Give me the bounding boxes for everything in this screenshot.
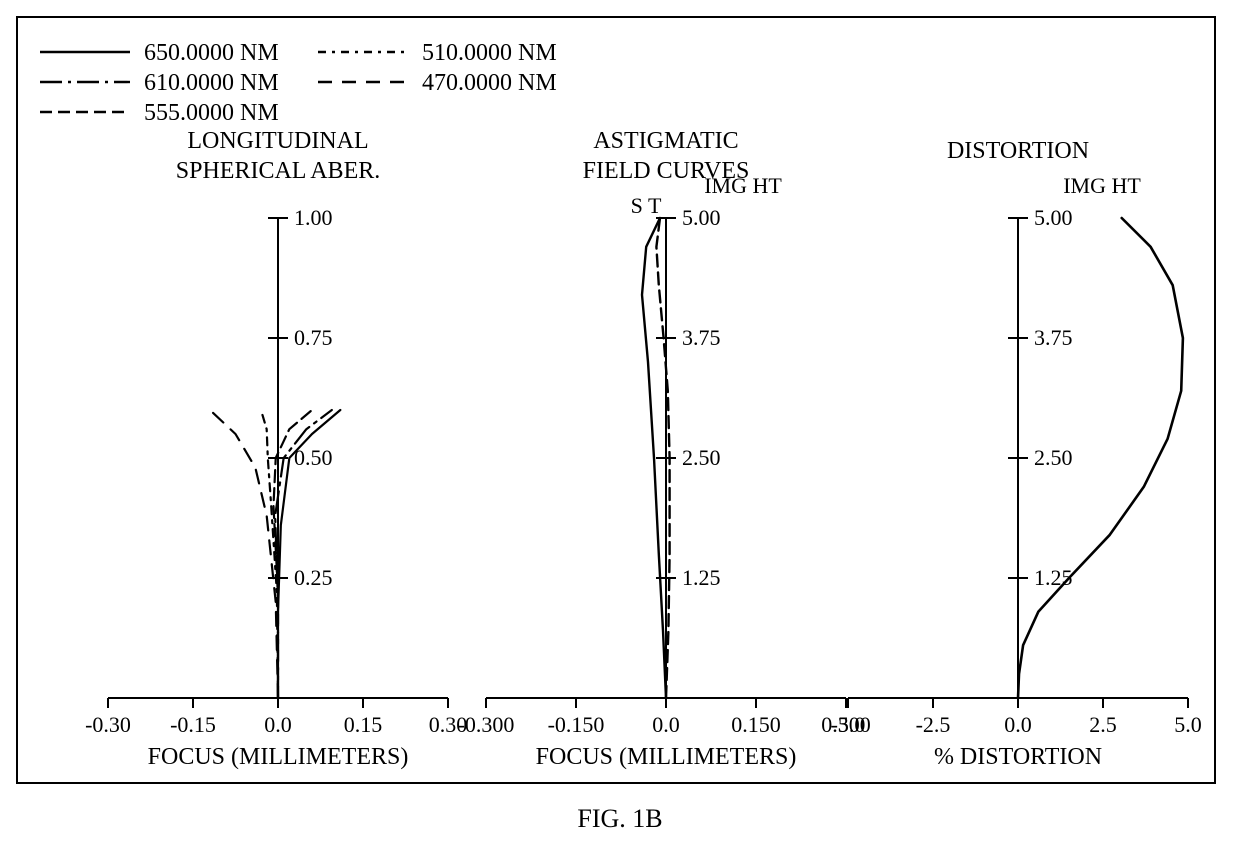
legend-label: 470.0000 NM <box>422 70 557 96</box>
ast-ytick-label: 2.50 <box>682 445 721 470</box>
dist-xtick-label: 0.0 <box>1004 712 1032 737</box>
page: 650.0000 NM 610.0000 NM 555.0000 NM 510.000… <box>0 0 1240 861</box>
lsa-x-label: FOCUS (MILLIMETERS) <box>148 744 409 770</box>
ast-x-label: FOCUS (MILLIMETERS) <box>536 744 797 770</box>
ast-ytick-label: 3.75 <box>682 325 721 350</box>
lsa-title: SPHERICAL ABER. <box>176 158 380 184</box>
ast-xtick-label: -0.300 <box>458 712 515 737</box>
ast-ytick-label: 5.00 <box>682 205 721 230</box>
legend-label: 510.0000 NM <box>422 40 557 66</box>
dist-imght-label: IMG HT <box>1063 173 1141 198</box>
lsa-title: LONGITUDINAL <box>187 128 368 154</box>
ast-title: ASTIGMATIC <box>593 128 738 154</box>
dist-title: DISTORTION <box>947 138 1089 164</box>
dist-xtick-label: -2.5 <box>916 712 951 737</box>
dist-ytick-label: 2.50 <box>1034 445 1073 470</box>
figure-frame: 650.0000 NM 610.0000 NM 555.0000 NM 510.000… <box>16 16 1216 784</box>
dist-ytick-label: 1.25 <box>1034 565 1073 590</box>
dist-xtick-label: -5.0 <box>831 712 866 737</box>
lsa-xtick-label: 0.15 <box>344 712 383 737</box>
lsa-ytick-label: 0.25 <box>294 565 333 590</box>
lsa-xtick-label: -0.15 <box>170 712 216 737</box>
lsa-series <box>261 410 278 698</box>
ast-xtick-label: 0.0 <box>652 712 680 737</box>
lsa-ytick-label: 1.00 <box>294 205 333 230</box>
ast-imght-label: IMG HT <box>704 173 782 198</box>
figure-svg: 650.0000 NM 610.0000 NM 555.0000 NM 510.000… <box>18 18 1214 782</box>
dist-ytick-label: 5.00 <box>1034 205 1073 230</box>
lsa-xtick-label: -0.30 <box>85 712 131 737</box>
legend-label: 650.0000 NM <box>144 40 279 66</box>
dist-x-label: % DISTORTION <box>934 744 1102 770</box>
lsa-ytick-label: 0.75 <box>294 325 333 350</box>
lsa-xtick-label: 0.0 <box>264 712 292 737</box>
dist-xtick-label: 2.5 <box>1089 712 1117 737</box>
legend-label: 555.0000 NM <box>144 100 279 126</box>
lsa-ytick-label: 0.50 <box>294 445 333 470</box>
dist-ytick-label: 3.75 <box>1034 325 1073 350</box>
dist-xtick-label: 5.0 <box>1174 712 1202 737</box>
figure-caption: FIG. 1B <box>0 804 1240 834</box>
ast-ytick-label: 1.25 <box>682 565 721 590</box>
ast-st-label: S T <box>631 193 662 218</box>
ast-xtick-label: 0.150 <box>731 712 781 737</box>
legend-label: 610.0000 NM <box>144 70 279 96</box>
ast-xtick-label: -0.150 <box>548 712 605 737</box>
